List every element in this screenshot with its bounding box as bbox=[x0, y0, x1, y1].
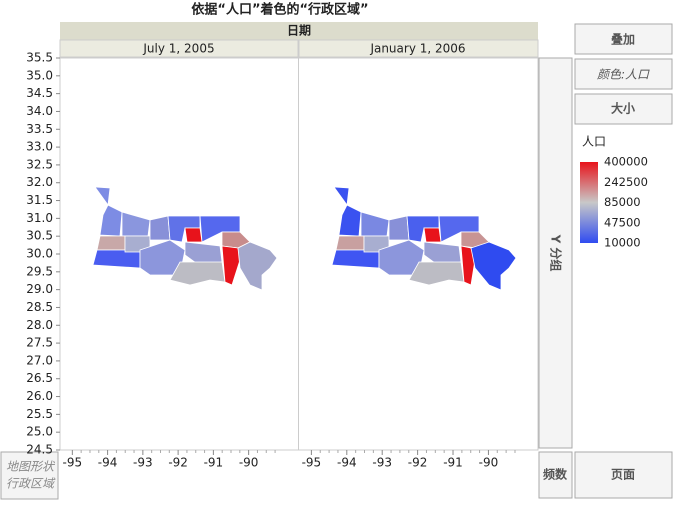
overlay-button[interactable] bbox=[574, 23, 673, 55]
page-label: 页面 bbox=[611, 468, 635, 482]
x-tick-label: -92 bbox=[168, 456, 188, 470]
y-tick-label: 27.5 bbox=[26, 336, 53, 350]
y-tick-label: 30.0 bbox=[26, 247, 53, 261]
x-tick-label: -95 bbox=[302, 456, 322, 470]
x-tick-label: -90 bbox=[239, 456, 259, 470]
y-tick-label: 33.5 bbox=[26, 122, 53, 136]
y-tick-label: 35.5 bbox=[26, 51, 53, 65]
x-tick-label: -93 bbox=[133, 456, 153, 470]
legend-label: 47500 bbox=[604, 215, 641, 229]
size-button[interactable] bbox=[574, 93, 673, 125]
y-tick-label: 27.0 bbox=[26, 353, 53, 367]
panel-label: January 1, 2006 bbox=[369, 42, 465, 56]
y-tick-label: 25.0 bbox=[26, 425, 53, 439]
x-tick-label: -95 bbox=[63, 456, 83, 470]
panel-header bbox=[59, 39, 299, 58]
y-tick-label: 25.5 bbox=[26, 407, 53, 421]
map-shape-zone[interactable] bbox=[0, 451, 59, 500]
y-tick-label: 31.0 bbox=[26, 211, 53, 225]
y-tick-label: 28.5 bbox=[26, 300, 53, 314]
size-label: 大小 bbox=[611, 101, 635, 116]
page-button[interactable] bbox=[574, 451, 673, 499]
y-tick-label: 29.5 bbox=[26, 264, 53, 278]
group-header bbox=[60, 22, 538, 40]
y-tick-label: 34.5 bbox=[26, 86, 53, 100]
legend-title: 人口 bbox=[582, 135, 606, 149]
x-tick-label: -94 bbox=[337, 456, 357, 470]
color-label: 颜色:人口 bbox=[597, 68, 650, 82]
group-label: 日期 bbox=[287, 23, 311, 38]
title: 依据“人口”着色的“行政区域” bbox=[191, 2, 368, 18]
freq-label: 频数 bbox=[543, 467, 568, 482]
y-tick-label: 26.0 bbox=[26, 389, 53, 403]
x-tick-label: -93 bbox=[372, 456, 392, 470]
map bbox=[331, 186, 517, 291]
map-shape-column: 行政区域 bbox=[6, 477, 56, 491]
legend-label: 400000 bbox=[604, 155, 648, 169]
map bbox=[92, 186, 278, 291]
x-tick-label: -92 bbox=[408, 456, 428, 470]
y-tick-label: 29.0 bbox=[26, 282, 53, 296]
legend-label: 242500 bbox=[604, 175, 648, 189]
x-tick-label: -91 bbox=[204, 456, 224, 470]
y-tick-label: 30.5 bbox=[26, 229, 53, 243]
y-tick-label: 24.5 bbox=[26, 443, 53, 457]
x-tick-label: -91 bbox=[443, 456, 463, 470]
y-tick-label: 32.5 bbox=[26, 157, 53, 171]
legend-gradient bbox=[580, 162, 598, 243]
y-tick-label: 34.0 bbox=[26, 104, 53, 118]
group-y-zone[interactable] bbox=[538, 57, 573, 449]
legend-label: 10000 bbox=[604, 236, 641, 250]
overlay-label: 叠加 bbox=[611, 32, 635, 47]
y-tick-label: 33.0 bbox=[26, 140, 53, 154]
y-tick-label: 31.5 bbox=[26, 193, 53, 207]
group-y-label: Y 分组 bbox=[549, 234, 564, 272]
x-tick-label: -94 bbox=[98, 456, 118, 470]
color-button[interactable] bbox=[574, 58, 673, 90]
freq-button[interactable] bbox=[538, 451, 573, 499]
panel-label: July 1, 2005 bbox=[142, 42, 214, 56]
y-tick-label: 32.0 bbox=[26, 175, 53, 189]
y-tick-label: 28.0 bbox=[26, 318, 53, 332]
y-tick-label: 26.5 bbox=[26, 371, 53, 385]
map-shape-label: 地图形状 bbox=[6, 460, 56, 474]
x-tick-label: -90 bbox=[479, 456, 499, 470]
y-tick-label: 35.0 bbox=[26, 68, 53, 82]
legend-label: 85000 bbox=[604, 195, 641, 209]
panel-header bbox=[298, 39, 539, 58]
